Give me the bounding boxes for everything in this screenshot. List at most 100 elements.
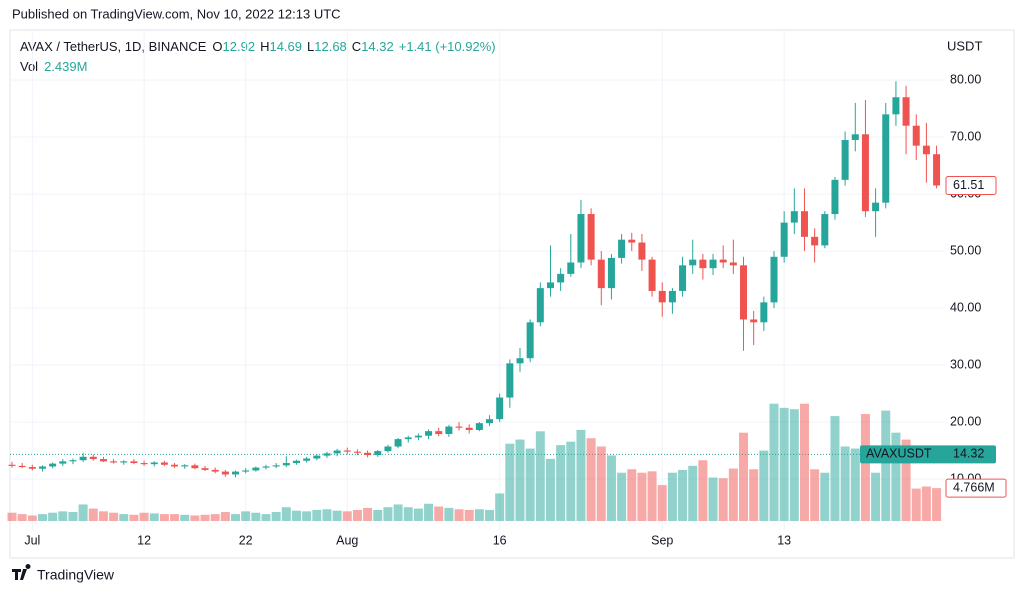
volume-bar — [424, 503, 434, 521]
candle-body — [171, 464, 179, 467]
y-tick-label: 70.00 — [950, 129, 981, 143]
candle-body — [668, 290, 676, 303]
candle-body — [99, 459, 107, 462]
candle-body — [28, 467, 36, 469]
candle-body — [922, 145, 930, 155]
candle-body — [140, 463, 148, 465]
y-tick-label: 50.00 — [950, 243, 981, 257]
volume-bar — [535, 431, 545, 521]
y-tick-label: 20.00 — [950, 414, 981, 428]
volume-bar — [678, 469, 688, 521]
volume-bar — [485, 509, 495, 521]
candle-body — [364, 452, 372, 456]
volume-bar — [617, 472, 627, 521]
volume-bar — [881, 410, 891, 521]
candle-body — [800, 211, 808, 237]
candle-body — [912, 125, 920, 146]
candle-body — [790, 211, 798, 223]
y-tick-label: 80.00 — [950, 72, 981, 86]
volume-bar — [48, 512, 58, 521]
candle-body — [384, 446, 392, 452]
candle-body — [465, 427, 473, 430]
candle-body — [232, 471, 240, 475]
volume-bar — [860, 414, 870, 521]
legend-text: 12.68 — [314, 39, 347, 54]
volume-bar — [68, 512, 78, 521]
candle-body — [414, 435, 422, 438]
candle-body — [577, 214, 585, 263]
candle-body — [282, 463, 290, 466]
x-tick-label: Jul — [24, 533, 40, 547]
candle-body — [557, 273, 565, 283]
candle-body — [252, 467, 260, 471]
candle-body — [831, 179, 839, 215]
candle-body — [323, 453, 331, 456]
x-tick-label: 12 — [137, 533, 151, 547]
legend-text: +1.41 (+10.92%) — [399, 39, 496, 54]
volume-bar — [180, 514, 190, 521]
legend-text: 14.69 — [269, 39, 302, 54]
candle-body — [699, 259, 707, 269]
volume-bar — [820, 472, 830, 521]
y-axis-label: USDT — [947, 38, 982, 53]
volume-bar — [779, 407, 789, 521]
volume-bar — [545, 458, 555, 521]
legend-text: Vol — [20, 59, 38, 74]
candle-body — [242, 470, 250, 472]
candle-body — [59, 461, 67, 464]
candle-body — [18, 465, 26, 468]
volume-bar — [98, 511, 108, 521]
candle-body — [729, 262, 737, 266]
volume-bar — [7, 512, 17, 521]
volume-bar — [576, 429, 586, 521]
volume-bar — [281, 507, 291, 521]
volume-bar — [637, 472, 647, 521]
volume-bar — [119, 514, 129, 521]
candle-body — [780, 222, 788, 257]
volume-bar — [525, 448, 535, 521]
candle-body — [587, 214, 595, 260]
volume-bar — [17, 514, 27, 521]
volume-bar — [170, 514, 180, 521]
candle-body — [882, 114, 890, 203]
volume-bar — [231, 514, 241, 521]
volume-bar — [830, 416, 840, 521]
candle-body — [455, 426, 463, 428]
candle-body — [892, 97, 900, 115]
volume-bar — [840, 446, 850, 521]
candle-body — [516, 358, 524, 364]
volume-bar — [911, 488, 921, 521]
x-tick-label: Sep — [651, 533, 673, 547]
candle-body — [374, 451, 382, 456]
legend-text: L — [307, 39, 314, 54]
volume-bar — [393, 504, 403, 521]
brand-logo — [12, 564, 31, 580]
candle-body — [628, 239, 636, 243]
volume-bar — [698, 460, 708, 521]
x-tick-label: 13 — [777, 533, 791, 547]
volume-bar — [220, 512, 230, 521]
candle-body — [221, 471, 229, 475]
volume-pane — [7, 403, 942, 521]
volume-bar — [109, 512, 119, 521]
volume-bar — [799, 403, 809, 521]
candle-body — [607, 257, 615, 289]
volume-bar — [749, 469, 759, 521]
volume-bar — [342, 511, 352, 521]
last-price-label: 61.51 — [953, 178, 984, 192]
candle-body — [709, 259, 717, 269]
last-volume-label: 4.766M — [953, 480, 995, 494]
volume-bar — [352, 509, 362, 521]
candle-body — [313, 455, 321, 459]
volume-bar — [464, 509, 474, 521]
legend-volume: Vol 2.439M — [20, 59, 87, 74]
x-tick-label: 22 — [239, 533, 253, 547]
candle-body — [435, 431, 443, 434]
volume-bar — [88, 508, 98, 521]
candle-body — [679, 265, 687, 291]
volume-bar — [932, 488, 942, 521]
last-volume-box — [945, 478, 1007, 498]
current-price-label: 14.32 — [953, 447, 984, 461]
current-price-name: AVAXUSDT — [866, 447, 932, 461]
